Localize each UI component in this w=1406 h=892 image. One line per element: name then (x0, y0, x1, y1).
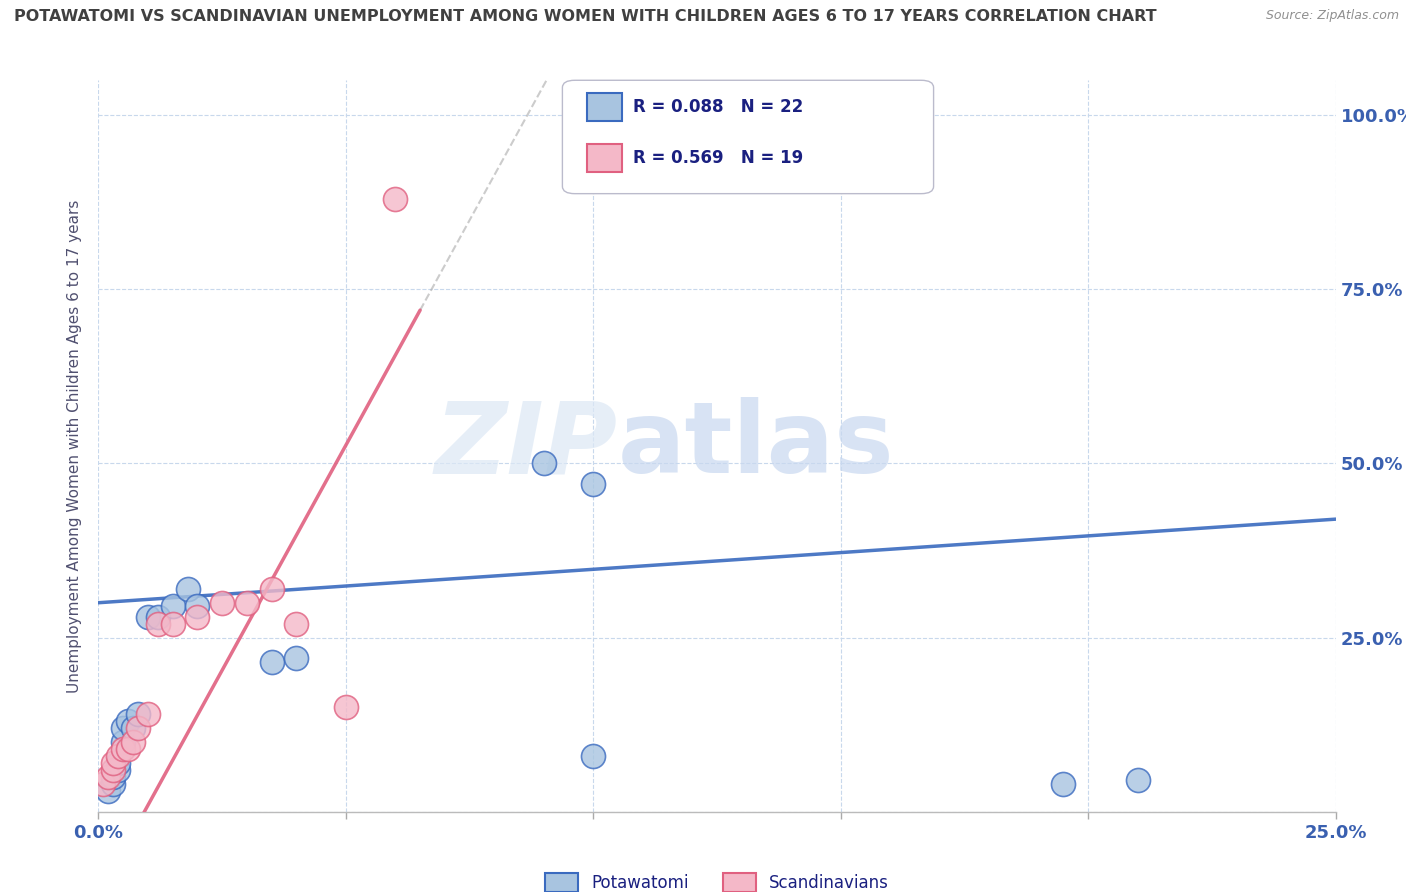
Point (136, 707, 159, 722)
Bar (588, 93, 621, 120)
Point (103, 770, 125, 784)
Point (122, 735, 145, 749)
Point (107, 763, 129, 777)
Point (97, 784, 120, 798)
Bar (588, 144, 621, 171)
Point (236, 596, 259, 610)
Point (582, 749, 605, 764)
Point (97, 770, 120, 784)
Text: Source: ZipAtlas.com: Source: ZipAtlas.com (1265, 9, 1399, 22)
Point (117, 714, 139, 728)
Point (107, 756, 129, 770)
Text: ZIP: ZIP (434, 398, 619, 494)
Point (186, 609, 208, 624)
Point (103, 756, 125, 770)
Legend: Potawatomi, Scandinavians: Potawatomi, Scandinavians (538, 866, 896, 892)
Point (103, 763, 125, 777)
Point (122, 721, 145, 735)
Point (146, 609, 169, 624)
Point (384, 192, 406, 206)
Point (260, 582, 283, 596)
Point (117, 742, 139, 756)
Point (582, 477, 605, 491)
Point (1052, 777, 1074, 791)
Point (285, 651, 308, 665)
Point (112, 735, 135, 749)
Text: POTAWATOMI VS SCANDINAVIAN UNEMPLOYMENT AMONG WOMEN WITH CHILDREN AGES 6 TO 17 Y: POTAWATOMI VS SCANDINAVIAN UNEMPLOYMENT … (14, 9, 1157, 24)
Point (211, 596, 233, 610)
Point (127, 707, 149, 722)
Point (260, 655, 283, 669)
Y-axis label: Unemployment Among Women with Children Ages 6 to 17 years: Unemployment Among Women with Children A… (67, 199, 83, 693)
Text: R = 0.088   N = 22: R = 0.088 N = 22 (633, 97, 803, 116)
Point (186, 599, 208, 614)
Point (103, 777, 125, 791)
Point (335, 700, 357, 714)
Point (136, 609, 159, 624)
Point (162, 616, 184, 631)
Text: atlas: atlas (619, 398, 894, 494)
Text: R = 0.569   N = 19: R = 0.569 N = 19 (633, 149, 803, 167)
Point (1126, 773, 1149, 788)
Point (533, 457, 555, 471)
Point (112, 742, 135, 756)
Point (107, 749, 129, 764)
Point (285, 616, 308, 631)
Point (162, 599, 184, 614)
Point (176, 582, 198, 596)
Point (93, 777, 115, 791)
Point (127, 721, 149, 735)
FancyBboxPatch shape (562, 80, 934, 194)
Point (112, 721, 135, 735)
Point (146, 616, 169, 631)
